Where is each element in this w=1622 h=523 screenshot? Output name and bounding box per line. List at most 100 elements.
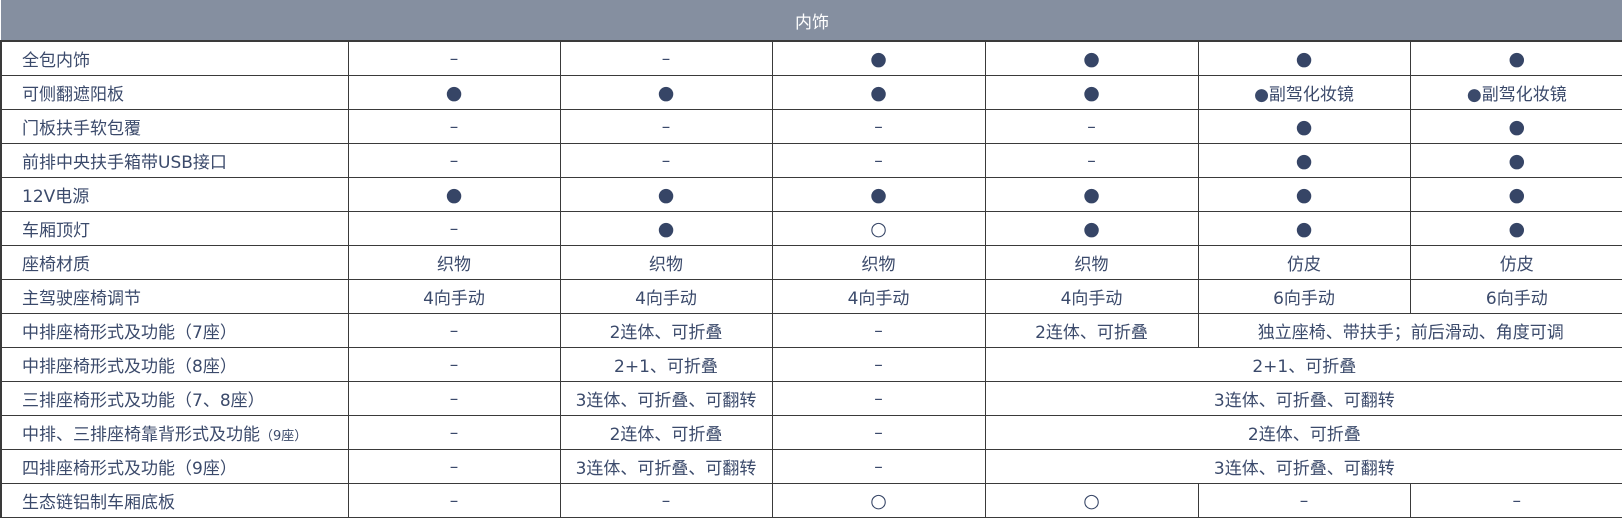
standard-dot-icon: ● <box>984 177 1199 212</box>
table-row: 前排中央扶手箱带USB接口 – – – – ● ● <box>0 143 1622 178</box>
row-label: 门板扶手软包覆 <box>0 109 349 144</box>
not-available-dash: – <box>559 483 773 518</box>
not-available-dash: – <box>559 143 773 178</box>
table-row: 中排座椅形式及功能（8座） –2+1、可折叠 –2+1、可折叠 <box>0 347 1622 382</box>
table-row: 四排座椅形式及功能（9座） –3连体、可折叠、可翻转 –3连体、可折叠、可翻转 <box>0 449 1622 484</box>
value-cell: ●副驾化妆镜 <box>1409 75 1622 110</box>
row-label-text: 中排、三排座椅靠背形式及功能 <box>22 425 260 445</box>
not-available-dash: – <box>347 143 561 178</box>
row-label-text: 中排座椅形式及功能（8座） <box>22 357 237 377</box>
value-cell: 4向手动 <box>559 279 773 314</box>
row-label-text: 中排座椅形式及功能（7座） <box>22 323 237 343</box>
row-label-text: 车厢顶灯 <box>22 221 90 241</box>
table-row: 主驾驶座椅调节 4向手动 4向手动 4向手动 4向手动 6向手动 6向手动 <box>0 279 1622 314</box>
standard-dot-icon: ● <box>1197 177 1411 212</box>
row-label: 生态链铝制车厢底板 <box>0 483 349 518</box>
row-label-suffix: （9座） <box>260 429 308 444</box>
row-label-text: 四排座椅形式及功能（9座） <box>22 459 237 479</box>
standard-dot-icon: ● <box>1197 211 1411 246</box>
value-cell: 2连体、可折叠 <box>984 415 1622 450</box>
optional-circle-icon: ○ <box>771 211 986 246</box>
table-row: 全包内饰 – – ● ● ● ● <box>0 40 1622 76</box>
not-available-dash: – <box>347 381 561 416</box>
row-label-text: 12V电源 <box>22 187 90 207</box>
row-label-text: 可侧翻遮阳板 <box>22 85 124 105</box>
value-cell: 仿皮 <box>1197 245 1411 280</box>
table-row: 门板扶手软包覆 – – – – ● ● <box>0 109 1622 144</box>
row-label-text: 三排座椅形式及功能（7、8座） <box>22 391 265 411</box>
value-cell: 3连体、可折叠、可翻转 <box>559 449 773 484</box>
not-available-dash: – <box>771 449 986 484</box>
not-available-dash: – <box>347 483 561 518</box>
not-available-dash: – <box>559 109 773 144</box>
standard-dot-icon: ● <box>1409 211 1622 246</box>
row-label: 中排座椅形式及功能（7座） <box>0 313 349 348</box>
value-cell: 2连体、可折叠 <box>984 313 1199 348</box>
table-row: 中排座椅形式及功能（7座） –2连体、可折叠 –2连体、可折叠 独立座椅、带扶手；前后… <box>0 313 1622 348</box>
row-label: 车厢顶灯 <box>0 211 349 246</box>
value-cell: 3连体、可折叠、可翻转 <box>984 449 1622 484</box>
not-available-dash: – <box>771 381 986 416</box>
row-label: 12V电源 <box>0 177 349 212</box>
row-label-text: 全包内饰 <box>22 51 90 71</box>
not-available-dash: – <box>347 211 561 246</box>
table-row: 三排座椅形式及功能（7、8座） –3连体、可折叠、可翻转 –3连体、可折叠、可翻转 <box>0 381 1622 416</box>
not-available-dash: – <box>771 415 986 450</box>
value-cell: 织物 <box>984 245 1199 280</box>
standard-dot-icon: ● <box>984 40 1199 76</box>
value-cell: 3连体、可折叠、可翻转 <box>559 381 773 416</box>
standard-dot-icon: ● <box>984 75 1199 110</box>
standard-dot-icon: ● <box>1409 109 1622 144</box>
standard-dot-icon: ● <box>1409 177 1622 212</box>
not-available-dash: – <box>559 40 773 76</box>
not-available-dash: – <box>347 40 561 76</box>
not-available-dash: – <box>347 109 561 144</box>
not-available-dash: – <box>984 143 1199 178</box>
standard-dot-icon: ● <box>559 211 773 246</box>
value-cell: 6向手动 <box>1197 279 1411 314</box>
row-label: 中排、三排座椅靠背形式及功能（9座） <box>0 415 349 450</box>
not-available-dash: – <box>984 109 1199 144</box>
standard-dot-icon: ● <box>1197 143 1411 178</box>
optional-circle-icon: ○ <box>984 483 1199 518</box>
row-label-text: 门板扶手软包覆 <box>22 119 141 139</box>
value-cell: 3连体、可折叠、可翻转 <box>984 381 1622 416</box>
table-row: 可侧翻遮阳板 ● ● ● ● ●副驾化妆镜 ●副驾化妆镜 <box>0 75 1622 110</box>
row-label: 可侧翻遮阳板 <box>0 75 349 110</box>
section-title: 内饰 <box>1 0 1622 42</box>
table-body: 全包内饰 – – ● ● ● ● 可侧翻遮阳板 ● ● ● ● ●副驾化妆镜 ●副驾化妆镜 门板扶手软包覆 –… <box>0 40 1622 518</box>
standard-dot-icon: ● <box>1409 40 1622 76</box>
not-available-dash: – <box>347 313 561 348</box>
value-cell: 4向手动 <box>771 279 986 314</box>
value-cell: 2+1、可折叠 <box>984 347 1622 382</box>
not-available-dash: – <box>1409 483 1622 518</box>
row-label-text: 主驾驶座椅调节 <box>22 289 141 309</box>
row-label: 前排中央扶手箱带USB接口 <box>0 143 349 178</box>
row-label: 主驾驶座椅调节 <box>0 279 349 314</box>
standard-dot-icon: ● <box>1197 40 1411 76</box>
value-cell: 2+1、可折叠 <box>559 347 773 382</box>
row-label-text: 前排中央扶手箱带USB接口 <box>22 153 227 173</box>
value-cell: 仿皮 <box>1409 245 1622 280</box>
value-cell: 独立座椅、带扶手；前后滑动、角度可调 <box>1197 313 1622 348</box>
value-cell: 织物 <box>771 245 986 280</box>
row-label: 中排座椅形式及功能（8座） <box>0 347 349 382</box>
standard-dot-icon: ● <box>771 40 986 76</box>
standard-dot-icon: ● <box>1409 143 1622 178</box>
row-label-text: 座椅材质 <box>22 255 90 275</box>
optional-circle-icon: ○ <box>771 483 986 518</box>
row-label: 全包内饰 <box>0 40 349 76</box>
standard-dot-icon: ● <box>771 177 986 212</box>
standard-dot-icon: ● <box>1197 109 1411 144</box>
row-label: 座椅材质 <box>0 245 349 280</box>
standard-dot-icon: ● <box>559 75 773 110</box>
standard-dot-icon: ● <box>771 75 986 110</box>
row-label: 四排座椅形式及功能（9座） <box>0 449 349 484</box>
row-label-text: 生态链铝制车厢底板 <box>22 493 175 513</box>
table-row: 12V电源 ● ● ● ● ● ● <box>0 177 1622 212</box>
not-available-dash: – <box>347 415 561 450</box>
not-available-dash: – <box>771 347 986 382</box>
not-available-dash: – <box>347 449 561 484</box>
standard-dot-icon: ● <box>984 211 1199 246</box>
not-available-dash: – <box>771 313 986 348</box>
